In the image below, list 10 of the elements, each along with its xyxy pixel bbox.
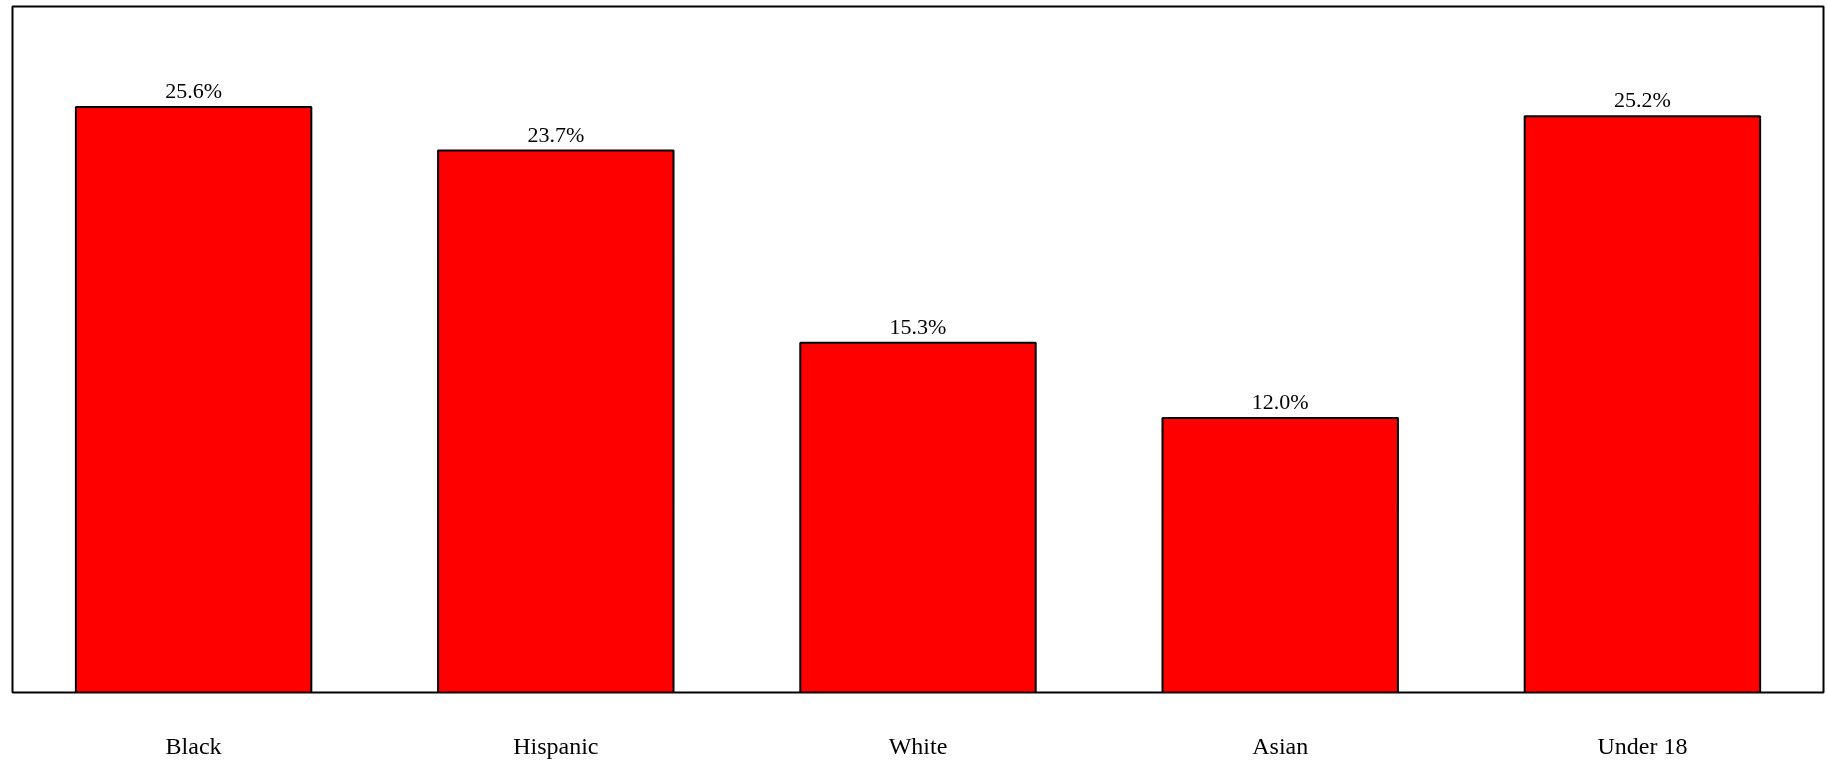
x-tick-label: Under 18	[1597, 732, 1688, 759]
data-label: 12.0%	[1251, 389, 1309, 415]
x-tick-label: White	[888, 732, 948, 759]
x-tick-label: Hispanic	[513, 732, 599, 759]
data-label: 25.2%	[1613, 87, 1671, 113]
data-label: 25.6%	[165, 78, 223, 104]
x-tick-label: Black	[165, 732, 222, 759]
x-tick-label: Asian	[1252, 732, 1309, 759]
data-label: 23.7%	[527, 121, 585, 147]
data-label: 15.3%	[889, 313, 947, 339]
